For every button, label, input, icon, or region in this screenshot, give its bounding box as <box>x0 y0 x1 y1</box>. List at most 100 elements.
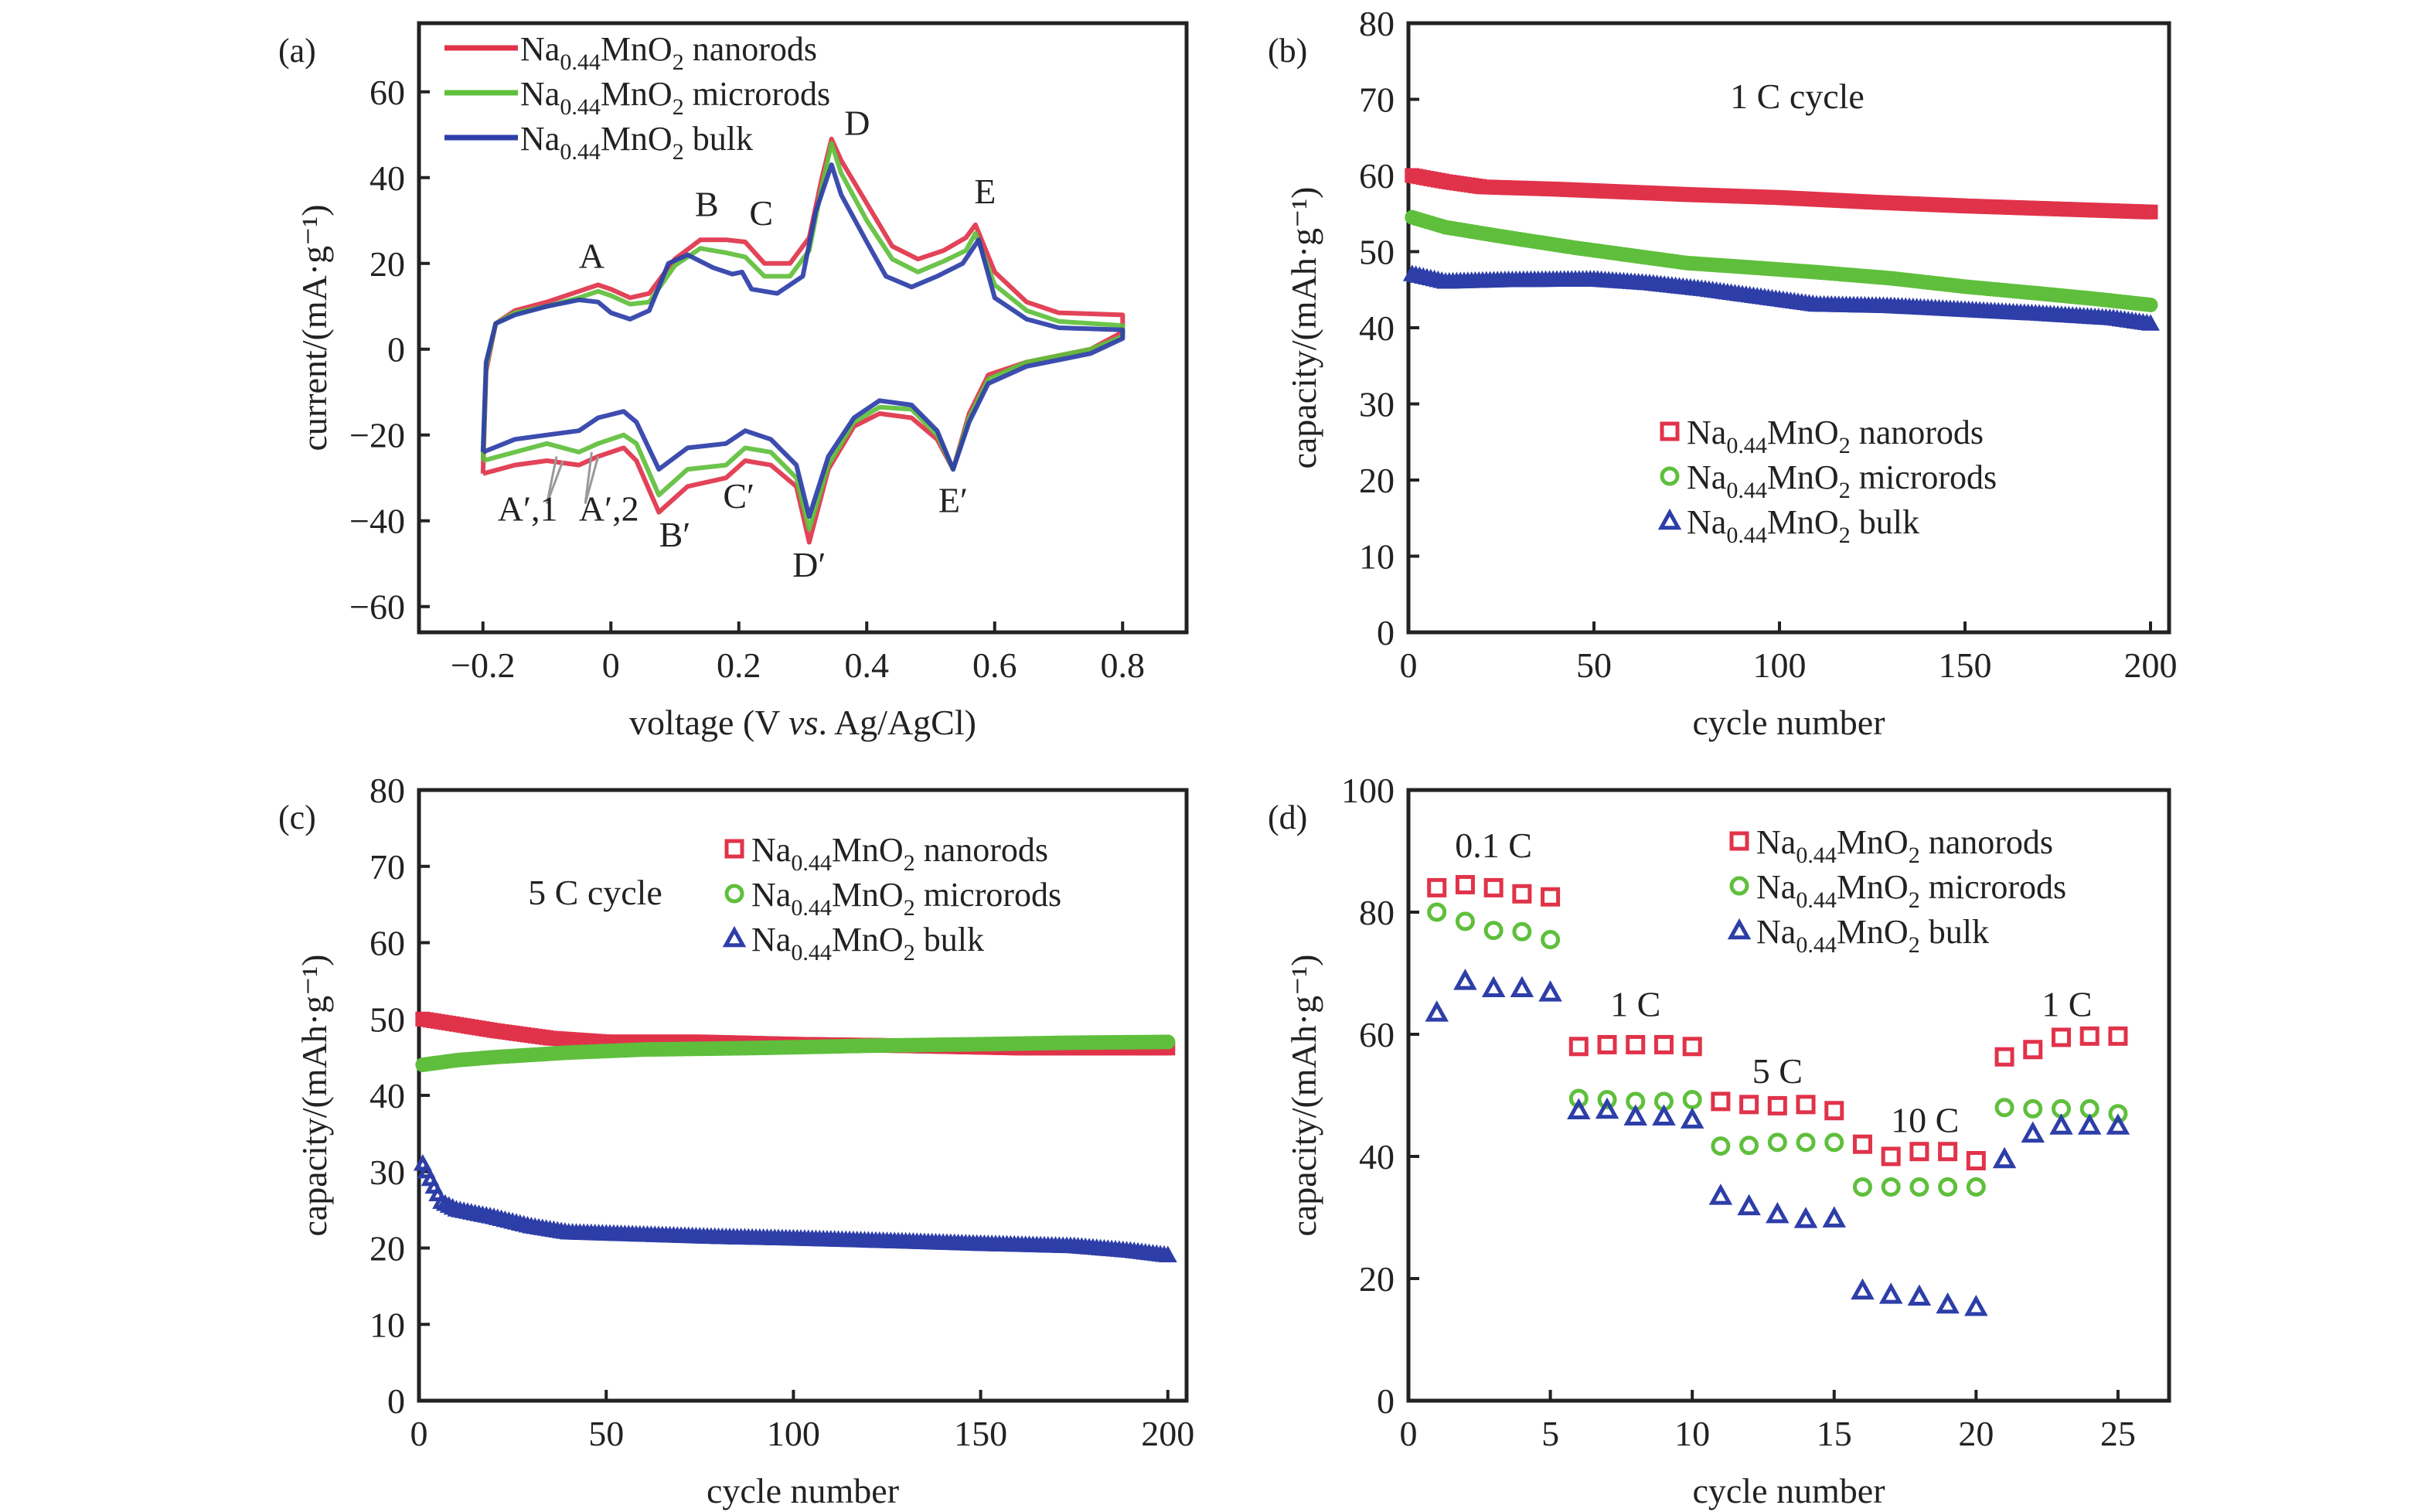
square-marker <box>1427 877 1447 897</box>
plot-frame <box>417 21 1189 635</box>
legend-nanorods: Na0.44MnO2 nanorods <box>1756 823 2053 868</box>
x-tick-label: 50 <box>588 1414 624 1453</box>
x-tick-label: 100 <box>767 1414 820 1453</box>
x-axis-label-part: vs <box>788 703 818 742</box>
annotation-arrow <box>584 451 593 504</box>
legend-subscript: 2 <box>1909 932 1920 958</box>
y-tick-label: 30 <box>1359 385 1395 424</box>
triangle-marker <box>2021 1121 2045 1143</box>
y-tick-label: 100 <box>1341 771 1395 810</box>
triangle-marker <box>2077 1113 2102 1135</box>
legend-marker-microrods <box>1729 876 1749 896</box>
panel-label: (c) <box>278 799 316 836</box>
legend-text: bulk <box>1920 913 1989 951</box>
annotation-arrow <box>584 456 600 504</box>
panel-label: (a) <box>278 32 316 70</box>
y-tick-label: −60 <box>349 587 405 627</box>
y-tick-label: 30 <box>370 1153 405 1192</box>
legend-text: MnO <box>1767 503 1839 541</box>
legend-marker-bulk <box>1727 918 1752 940</box>
y-tick-label: 0 <box>1377 1381 1395 1421</box>
plot-frame <box>1406 788 2171 1403</box>
peak-label: E <box>974 172 996 211</box>
x-tick-label: 0 <box>410 1414 428 1453</box>
square-marker <box>1852 1134 1872 1154</box>
triangle-marker <box>1766 1201 1790 1224</box>
y-tick-label: 20 <box>370 244 405 284</box>
square-marker <box>2051 1027 2071 1047</box>
y-axis-label: capacity/(mAh·g⁻¹) <box>1284 954 1323 1236</box>
legend-microrods: Na0.44MnO2 microrods <box>1687 458 1997 503</box>
triangle-marker <box>1481 976 1506 998</box>
legend-text: microrods <box>1851 458 1997 496</box>
legend-text: Na <box>520 75 560 113</box>
chart-title: 1 C cycle <box>1730 77 1865 116</box>
legend-text: Na <box>751 876 791 914</box>
y-tick-label: 10 <box>1359 537 1395 577</box>
triangle-marker <box>1595 1097 1619 1119</box>
square-marker <box>1881 1146 1901 1166</box>
legend-bulk: Na0.44MnO2 bulk <box>751 921 984 965</box>
legend-text: Na <box>520 30 560 68</box>
triangle-marker <box>1425 1000 1449 1022</box>
triangle-marker <box>1992 1146 2017 1169</box>
y-tick-label: 0 <box>387 330 405 369</box>
triangle-marker <box>1737 1194 1761 1216</box>
legend-text: microrods <box>684 75 830 113</box>
triangle-marker <box>1510 976 1534 998</box>
triangle-marker <box>1851 1278 1875 1300</box>
x-tick-label: 15 <box>1817 1414 1852 1453</box>
square-marker <box>1767 1095 1787 1115</box>
circle-marker <box>2143 297 2158 312</box>
peak-label: D <box>844 103 870 142</box>
legend-text: nanorods <box>1851 414 1984 451</box>
panel-label: (b) <box>1268 32 1307 70</box>
x-tick-label: 0 <box>602 645 620 685</box>
triangle-marker <box>1708 1183 1733 1205</box>
y-tick-label: −40 <box>349 502 405 541</box>
y-tick-label: 50 <box>370 999 405 1039</box>
rate-label: 1 C <box>2042 984 2092 1023</box>
y-tick-label: 80 <box>370 771 405 810</box>
circle-marker <box>1541 930 1561 950</box>
legend-subscript: 0.44 <box>1726 433 1767 458</box>
legend-subscript: 0.44 <box>560 139 601 165</box>
x-axis-label-part: voltage (V <box>629 703 788 742</box>
square-marker <box>1541 887 1561 907</box>
y-axis-label: capacity/(mAh·g⁻¹) <box>1284 186 1323 468</box>
circle-marker <box>1909 1177 1929 1197</box>
legend-text: Na <box>1756 868 1796 906</box>
y-tick-label: 70 <box>370 847 405 887</box>
y-axis-label: capacity/(mAh·g⁻¹) <box>295 954 334 1236</box>
legend-text: Na <box>751 921 791 959</box>
circle-marker <box>1711 1136 1731 1156</box>
series-microrods <box>1405 209 2158 312</box>
legend-text: MnO <box>832 831 904 869</box>
y-tick-label: 60 <box>1359 1015 1395 1054</box>
legend-text: MnO <box>601 75 673 113</box>
legend-subscript: 0.44 <box>1796 932 1837 958</box>
square-marker <box>1653 1034 1674 1054</box>
legend-text: MnO <box>832 921 904 959</box>
triangle-marker <box>2106 1113 2130 1135</box>
legend-text: MnO <box>1767 458 1839 496</box>
triangle-marker <box>2141 314 2160 331</box>
legend-text: Na <box>1756 913 1796 951</box>
circle-marker <box>2023 1098 2043 1119</box>
series-microrods <box>415 1034 1176 1072</box>
legend-bulk: Na0.44MnO2 bulk <box>1687 503 1919 548</box>
y-tick-label: 20 <box>1359 461 1395 500</box>
square-marker <box>1455 874 1475 894</box>
triangle-marker <box>1964 1294 1988 1316</box>
legend-marker-bulk <box>1657 508 1682 530</box>
legend-bulk: Na0.44MnO2 bulk <box>1756 913 1989 958</box>
legend-nanorods: Na0.44MnO2 nanorods <box>751 831 1048 876</box>
rate-label: 1 C <box>1610 984 1660 1023</box>
x-axis-label: cycle number <box>707 1471 899 1510</box>
legend-text: Na <box>1687 503 1726 541</box>
triangle-marker <box>1936 1292 1960 1314</box>
legend-subscript: 0.44 <box>1726 478 1767 503</box>
square-marker <box>2108 1026 2128 1046</box>
circle-marker <box>1739 1136 1759 1156</box>
y-tick-label: 20 <box>370 1229 405 1269</box>
